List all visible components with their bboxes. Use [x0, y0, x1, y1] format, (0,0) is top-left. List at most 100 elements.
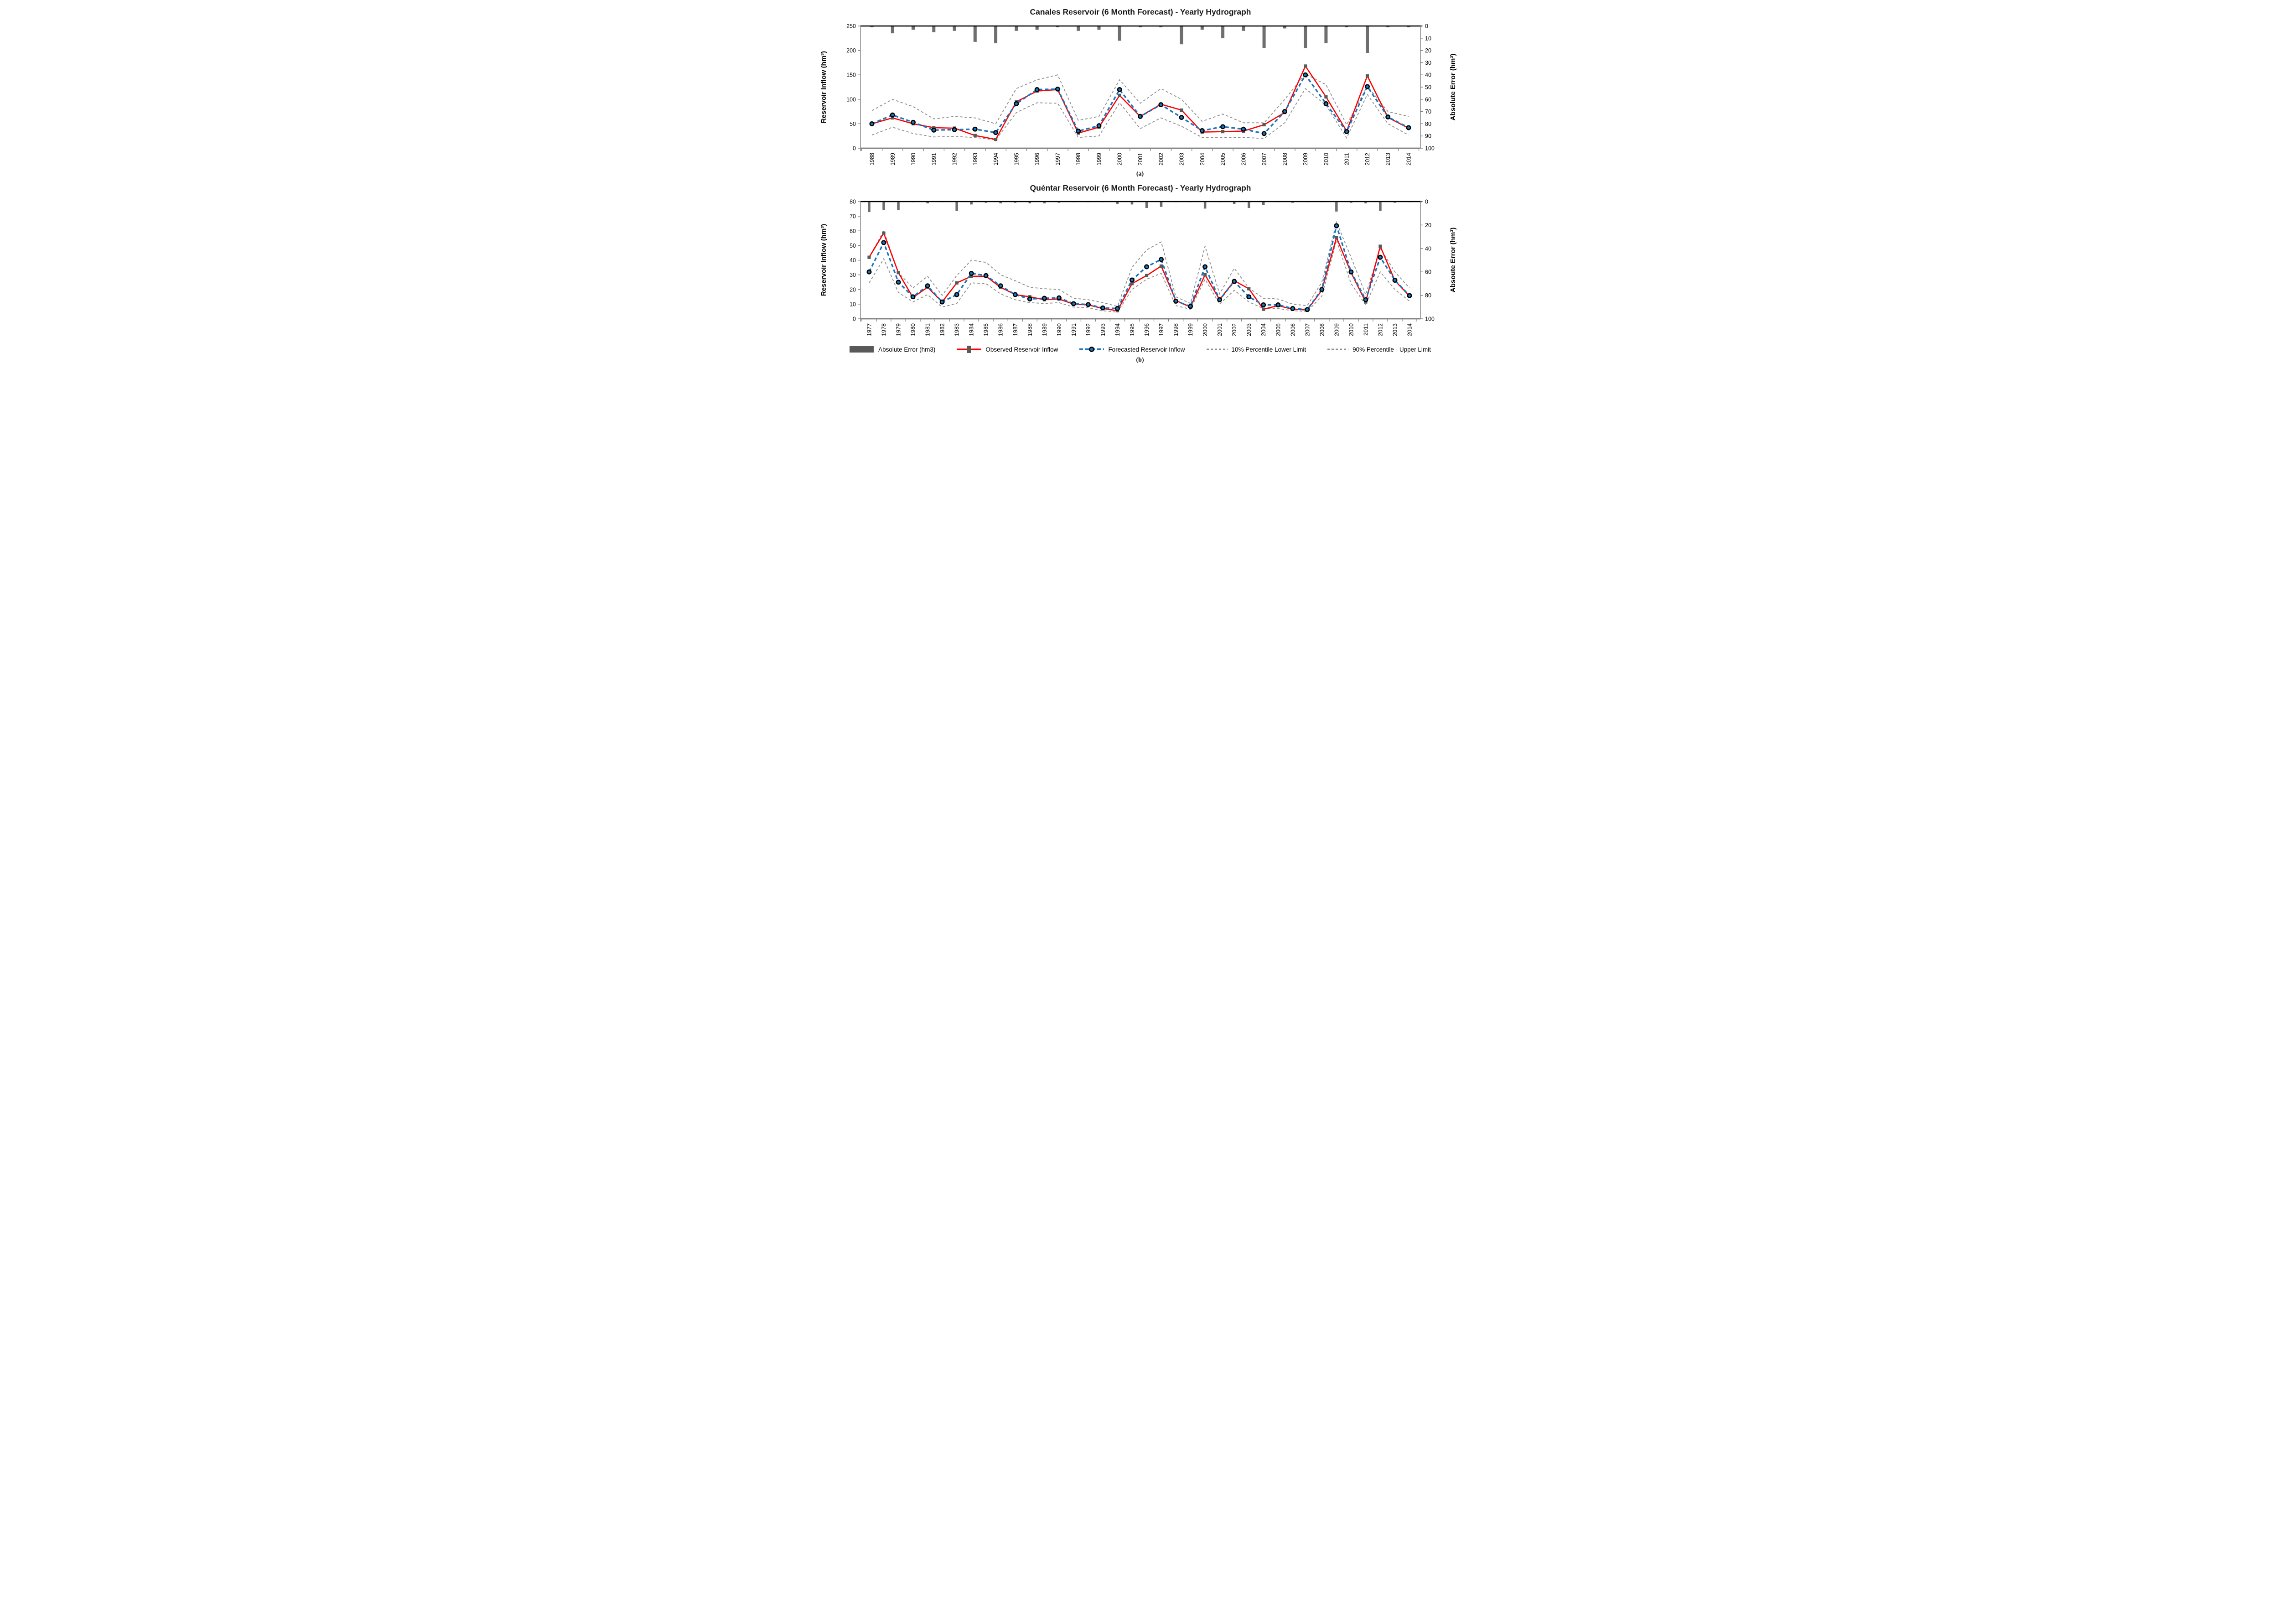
left-tick-label: 0 [853, 145, 856, 152]
x-axis-year-label: 2014 [1406, 153, 1412, 166]
caption-b: (b) [1136, 357, 1144, 363]
left-tick-label: 250 [846, 23, 856, 30]
x-axis-year-label: 2004 [1199, 153, 1206, 166]
left-tick-label: 40 [850, 257, 856, 264]
right-tick-label: 40 [1425, 72, 1431, 78]
right-tick-label: 20 [1425, 222, 1431, 228]
x-axis-year-label: 1993 [972, 153, 979, 166]
error-bar [1262, 202, 1265, 205]
x-axis-year-label: 1977 [866, 323, 873, 336]
forecast-marker [1159, 257, 1164, 262]
x-axis-year-label: 1999 [1096, 153, 1103, 166]
observed-line-icon [957, 346, 982, 353]
absolute-error-swatch-icon [850, 346, 874, 353]
x-axis-year-label: 1980 [910, 323, 917, 336]
upper-limit-line-icon [1327, 348, 1349, 350]
right-tick-label: 60 [1425, 96, 1431, 103]
x-axis-year-label: 2014 [1407, 323, 1413, 336]
forecast-marker [931, 127, 937, 133]
right-tick-label: 80 [1425, 292, 1431, 299]
error-bar [1028, 202, 1031, 203]
x-axis-year-label: 1979 [896, 323, 902, 336]
percentile-10-lower-line [871, 88, 1409, 140]
forecast-marker [1199, 128, 1205, 133]
forecast-marker [1117, 87, 1122, 92]
forecast-marker [1305, 307, 1310, 312]
forecast-marker [1076, 129, 1081, 134]
x-axis-year-label: 1997 [1158, 323, 1165, 336]
error-bar [1304, 26, 1307, 48]
lower-limit-line-icon [1206, 348, 1228, 350]
error-bar [1242, 26, 1245, 31]
error-bar [1035, 26, 1039, 30]
page: Canales Reservoir (6 Month Forecast) - Y… [815, 0, 1465, 364]
observed-marker [994, 138, 998, 141]
error-bar [1118, 26, 1121, 41]
right-tick-label: 50 [1425, 84, 1431, 91]
error-bar [1407, 26, 1410, 27]
x-axis-year-label: 2006 [1290, 323, 1296, 336]
forecast-marker [925, 283, 930, 289]
forecast-marker [983, 273, 989, 278]
observed-marker [1159, 264, 1163, 268]
left-tick-label: 20 [850, 286, 856, 293]
observed-marker [1324, 95, 1328, 99]
forecast-marker [993, 130, 999, 135]
x-axis-year-label: 1984 [969, 323, 975, 336]
x-axis-year-label: 2001 [1137, 153, 1144, 166]
right-tick-label: 90 [1425, 133, 1431, 140]
chart-a-title: Canales Reservoir (6 Month Forecast) - Y… [1030, 7, 1251, 16]
forecast-marker [939, 299, 945, 305]
error-bar [870, 26, 874, 27]
x-axis-year-label: 2003 [1179, 153, 1185, 166]
error-bar [868, 202, 871, 213]
x-axis-year-label: 1985 [983, 323, 990, 336]
forecast-marker [954, 292, 959, 297]
forecast-marker [1056, 295, 1062, 301]
observed-marker [1262, 307, 1265, 311]
error-bar [1139, 26, 1142, 27]
forecast-marker [1290, 306, 1295, 311]
legend-item-upper-limit: 90% Percentile - Upper Limit [1327, 345, 1431, 354]
legend-item-forecasted: Forecasted Reservoir Inflow [1079, 345, 1185, 354]
forecast-marker [911, 119, 916, 125]
legend-label-absolute-error: Absolute Error (hm3) [878, 346, 936, 353]
error-bar [955, 202, 958, 211]
x-axis-year-label: 2004 [1260, 323, 1267, 336]
forecast-marker [881, 240, 886, 245]
forecast-marker [1365, 84, 1370, 89]
error-bar [1324, 26, 1328, 43]
forecast-marker [1323, 101, 1329, 106]
left-tick-label: 50 [850, 243, 856, 249]
forecast-marker [1275, 302, 1281, 307]
chart-a-left-axis-title: Reservoir Inflow (hm³) [820, 51, 828, 123]
right-tick-label: 100 [1425, 316, 1435, 322]
x-axis-year-label: 1988 [869, 153, 876, 166]
legend-item-lower-limit: 10% Percentile Lower Limit [1206, 345, 1306, 354]
forecast-marker [1071, 301, 1076, 306]
error-bar [985, 202, 987, 203]
percentile-90-upper-line [869, 221, 1410, 307]
forecast-marker [1179, 115, 1184, 120]
x-axis-year-label: 1993 [1100, 323, 1106, 336]
x-axis-year-label: 2011 [1344, 153, 1350, 165]
right-tick-label: 0 [1425, 199, 1428, 205]
x-axis-year-label: 1988 [1027, 323, 1033, 336]
x-axis-year-label: 1997 [1055, 153, 1061, 166]
x-axis-year-label: 2009 [1302, 153, 1309, 166]
observed-marker [891, 116, 894, 120]
x-axis-year-label: 2002 [1231, 323, 1238, 336]
x-axis-year-label: 2008 [1319, 323, 1325, 336]
error-bar [1366, 26, 1369, 53]
forecast-marker [1282, 109, 1287, 114]
forecast-marker [952, 127, 957, 132]
forecast-marker [866, 269, 872, 275]
forecast-marker [1115, 306, 1120, 311]
x-axis-year-label: 2011 [1363, 323, 1369, 336]
right-tick-label: 0 [1425, 23, 1428, 30]
x-axis-year-label: 1987 [1012, 323, 1019, 336]
error-bar [1200, 26, 1204, 30]
x-axis-year-label: 1978 [881, 323, 887, 336]
observed-marker [1221, 130, 1225, 134]
x-axis-year-label: 1996 [1034, 153, 1041, 166]
